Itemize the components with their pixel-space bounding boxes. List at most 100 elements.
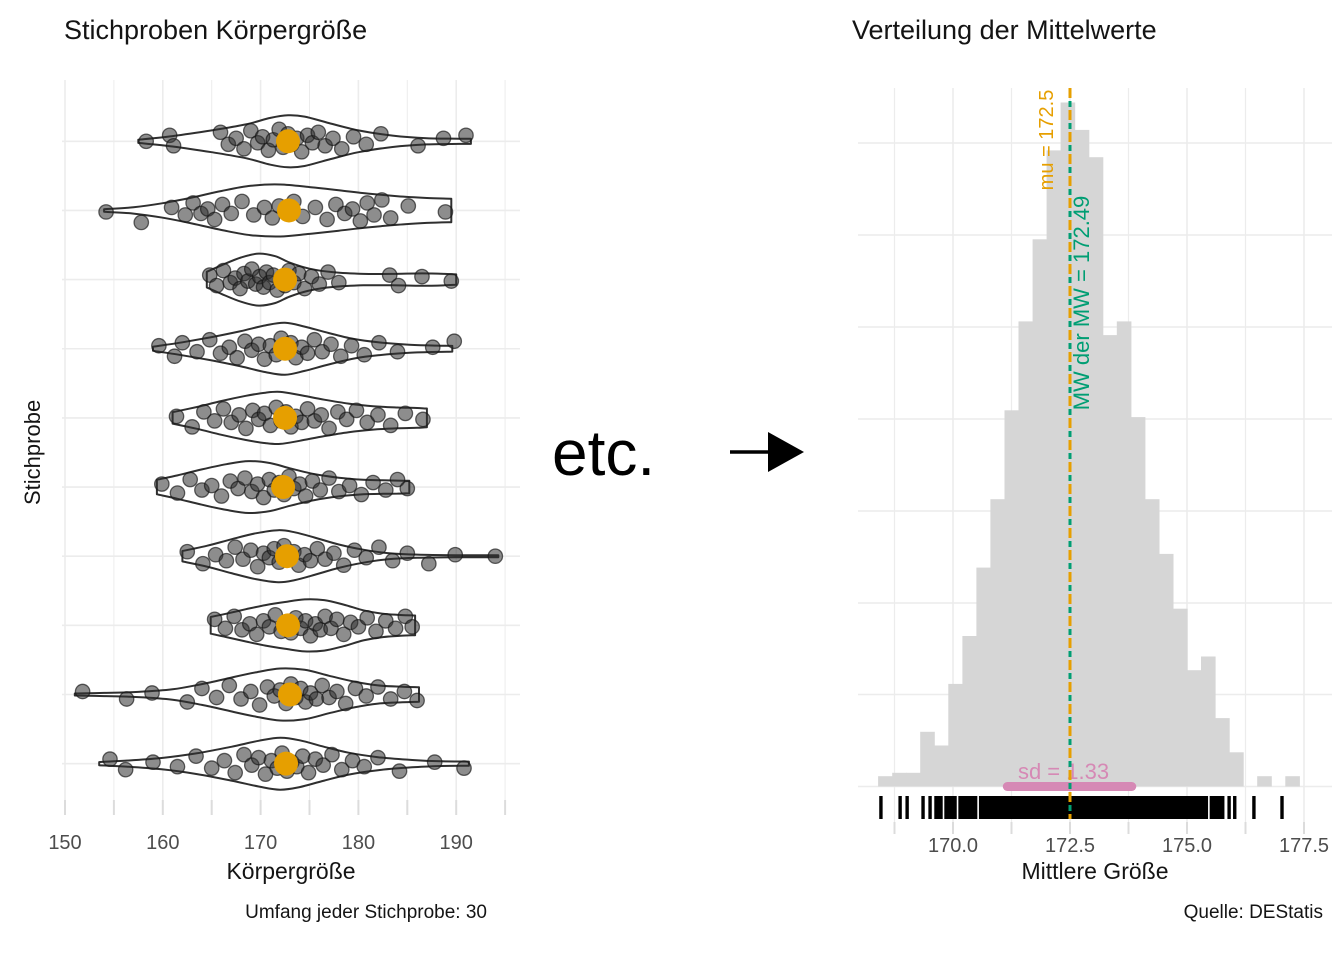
sample-point bbox=[237, 470, 253, 486]
sample-point bbox=[203, 760, 220, 777]
sample-point bbox=[168, 408, 185, 425]
histogram-bar bbox=[1004, 410, 1020, 787]
sample-point bbox=[390, 277, 407, 294]
sample-point bbox=[373, 125, 389, 142]
sd-label: sd = 1.33 bbox=[1018, 759, 1109, 784]
sample-point bbox=[312, 482, 329, 498]
sample-point bbox=[215, 401, 232, 417]
rug-band-gap bbox=[1208, 796, 1210, 819]
sample-point bbox=[151, 337, 167, 354]
axis-tick-label: 180 bbox=[342, 832, 375, 854]
sample-point bbox=[236, 746, 252, 763]
sample-point bbox=[206, 611, 223, 628]
sample-point bbox=[371, 539, 387, 556]
right-chart-title: Verteilung der Mittelwerte bbox=[852, 15, 1157, 45]
sample-point bbox=[400, 198, 417, 214]
sample-point bbox=[333, 761, 350, 778]
sample-mean-dot bbox=[275, 129, 300, 154]
sample-point bbox=[314, 677, 331, 694]
sample-point bbox=[456, 760, 472, 777]
sample-point bbox=[381, 267, 398, 283]
sample-point bbox=[245, 207, 262, 223]
sample-point bbox=[212, 124, 229, 141]
axis-tick-label: 175.0 bbox=[1162, 835, 1212, 857]
rug-tick bbox=[1227, 796, 1231, 819]
histogram-bar bbox=[1285, 776, 1300, 787]
sample-point bbox=[248, 626, 265, 643]
sample-point bbox=[165, 137, 182, 154]
rug-tick bbox=[1252, 796, 1256, 819]
sample-point bbox=[255, 489, 272, 506]
sample-point bbox=[215, 262, 232, 279]
sample-point bbox=[144, 685, 160, 701]
sample-point bbox=[227, 539, 244, 556]
rug-band bbox=[934, 796, 1225, 819]
sample-mean-dot bbox=[275, 544, 300, 569]
axis-tick-label: 190 bbox=[440, 832, 473, 854]
sample-point bbox=[415, 411, 431, 428]
sample-point bbox=[370, 749, 386, 766]
sample-point bbox=[249, 558, 266, 575]
sample-mean-dot bbox=[271, 475, 296, 500]
sample-point bbox=[409, 692, 425, 709]
sample-point bbox=[352, 213, 369, 229]
right-caption: Quelle: DEStatis bbox=[1183, 902, 1323, 923]
sample-point bbox=[321, 470, 337, 486]
rug-tick bbox=[921, 796, 925, 819]
sample-point bbox=[311, 276, 328, 292]
sample-point bbox=[309, 540, 326, 557]
sample-point bbox=[346, 542, 363, 559]
sample-point bbox=[221, 677, 238, 694]
sample-point bbox=[377, 482, 394, 498]
sample-point bbox=[391, 763, 408, 780]
sample-point bbox=[234, 193, 250, 210]
sample-point bbox=[251, 697, 268, 713]
sample-point bbox=[374, 192, 390, 208]
sample-point bbox=[384, 552, 401, 569]
sample-point bbox=[325, 130, 341, 147]
axis-tick-label: 160 bbox=[146, 832, 179, 854]
sample-point bbox=[98, 204, 114, 220]
sample-point bbox=[208, 689, 225, 706]
left-x-axis-label: Körpergröße bbox=[226, 858, 356, 884]
histogram-bar bbox=[962, 636, 977, 787]
sample-point bbox=[343, 337, 360, 354]
sample-point bbox=[74, 683, 91, 700]
sample-mean-dot bbox=[273, 405, 298, 430]
right-x-axis-label: Mittlere Größe bbox=[1021, 858, 1169, 884]
sample-point bbox=[359, 609, 376, 626]
histogram-bar bbox=[920, 731, 935, 787]
sample-point bbox=[194, 680, 210, 697]
mean-of-means-label: MW der MW = 172.49 bbox=[1069, 196, 1094, 411]
etc-label: etc. bbox=[552, 417, 656, 489]
sample-point bbox=[410, 137, 426, 154]
sample-point bbox=[399, 480, 416, 497]
sample-point bbox=[356, 346, 373, 363]
sample-point bbox=[166, 348, 183, 365]
rug-tick bbox=[1280, 796, 1284, 819]
left-caption: Umfang jeder Stichprobe: 30 bbox=[245, 902, 487, 923]
histogram-bar bbox=[1257, 776, 1272, 787]
axis-tick-label: 177.5 bbox=[1279, 835, 1329, 857]
sample-point bbox=[238, 420, 254, 437]
sample-point bbox=[174, 334, 191, 351]
arrow-head bbox=[768, 432, 804, 472]
sample-point bbox=[397, 405, 414, 422]
histogram-bar bbox=[1130, 417, 1146, 787]
sample-point bbox=[326, 545, 342, 562]
sample-point bbox=[153, 476, 170, 492]
sample-point bbox=[443, 273, 460, 289]
histogram-bar bbox=[1215, 718, 1230, 787]
sample-point bbox=[404, 618, 421, 635]
sample-point bbox=[345, 128, 362, 145]
sample-point bbox=[177, 207, 194, 223]
rug-tick bbox=[928, 796, 932, 819]
sample-point bbox=[389, 471, 406, 488]
rug-tick bbox=[898, 796, 902, 819]
sample-point bbox=[446, 333, 463, 350]
sample-point bbox=[118, 691, 135, 707]
sample-point bbox=[169, 758, 186, 775]
sample-point bbox=[358, 136, 375, 153]
